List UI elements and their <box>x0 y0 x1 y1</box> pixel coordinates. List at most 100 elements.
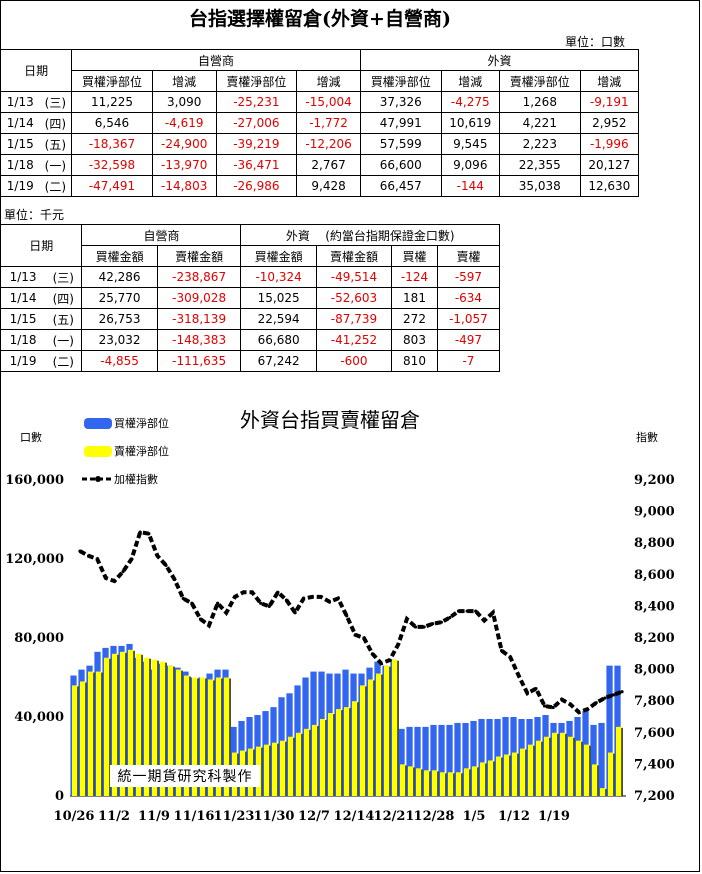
value-cell: -13,970 <box>151 154 217 176</box>
call-net-bar <box>454 722 461 796</box>
put-net-bar <box>264 744 270 796</box>
put-net-bar <box>168 665 174 796</box>
x-tick-label: 12/21 <box>374 809 415 824</box>
index-point <box>181 596 185 601</box>
x-tick-label: 12/14 <box>334 809 375 824</box>
value-cell: -26,986 <box>215 175 298 197</box>
put-net-bar <box>200 677 206 796</box>
put-net-bar <box>480 762 486 796</box>
put-net-bar <box>360 685 366 796</box>
weekday-cell: (五) <box>45 308 83 330</box>
table-row: 1/14 (四) 6,546 -4,619 -27,006 -1,772 47,991 10,… <box>0 112 640 134</box>
value-cell: 42,286 <box>81 266 158 288</box>
value-cell: 66,457 <box>359 175 442 197</box>
put-net-bar <box>472 766 478 796</box>
value-cell: -12,206 <box>296 133 361 155</box>
index-point <box>379 661 383 665</box>
index-point <box>499 649 504 653</box>
table-row: 1/19 (二) -47,491 -14,803 -26,986 9,428 66,457-… <box>0 175 640 197</box>
x-tick-label: 11/16 <box>174 809 215 824</box>
value-cell: -597 <box>436 266 501 288</box>
table-row: 1/15 (五) 26,753 -318,139 22,594 -87,739 272 -1,… <box>0 308 501 330</box>
date-cell: 1/15 <box>0 133 40 155</box>
index-point <box>517 674 521 678</box>
x-tick-label: 12/7 <box>298 809 330 824</box>
put-net-bar <box>320 718 326 796</box>
put-net-bar <box>536 740 542 796</box>
amount-table: 日期 自營商 外資 (約當台指期保證金口數) 買權金額 賣權金額 買權金額 賣權金額買… <box>0 224 501 372</box>
value-cell: -1,996 <box>579 133 640 155</box>
put-net-bar <box>144 657 150 796</box>
call-net-bar <box>446 724 453 796</box>
weekday-cell: (五) <box>39 133 73 155</box>
watermark: 統一期貨研究科製作 <box>118 768 253 785</box>
y-tick-label: 80,000 <box>14 631 64 646</box>
call-net-bar <box>590 724 597 796</box>
column-header: 增減 <box>296 70 361 92</box>
margin-note: (約當台指期保證金口數) <box>325 228 455 243</box>
put-net-bar <box>272 742 278 796</box>
legend-label: 賣權淨部位 <box>114 444 169 458</box>
column-header: 買權淨部位 <box>71 70 153 92</box>
index-point <box>577 710 581 714</box>
put-net-bar <box>440 772 446 796</box>
value-cell: -25,231 <box>215 91 298 113</box>
index-point <box>78 549 82 553</box>
index-point <box>388 658 392 662</box>
put-net-bar <box>560 732 566 796</box>
table-row: 1/18 (一) 23,032 -148,383 66,680 -41,252 803 -49… <box>0 329 501 351</box>
value-cell: 11,225 <box>71 91 153 113</box>
value-cell: -52,603 <box>315 287 393 309</box>
index-point <box>465 609 469 613</box>
put-net-bar <box>488 760 494 796</box>
put-net-bar <box>424 770 430 796</box>
put-net-bar <box>208 679 214 796</box>
y2-tick-label: 8,600 <box>634 568 675 583</box>
call-net-bar <box>430 724 437 796</box>
foreign-group-header: 外資 (約當台指期保證金口數) <box>240 224 500 246</box>
put-net-bar <box>448 772 454 796</box>
right-axis-label: 指數 <box>636 430 658 444</box>
date-cell: 1/18 <box>0 154 40 176</box>
index-point <box>241 590 246 594</box>
value-cell: -238,867 <box>156 266 242 288</box>
value-cell: -600 <box>315 350 393 372</box>
value-cell: -47,491 <box>71 175 153 197</box>
watermark-box <box>110 765 260 787</box>
y-tick-label: 0 <box>55 789 64 804</box>
index-point <box>370 652 375 656</box>
column-header: 買權金額 <box>240 245 317 267</box>
column-header: 賣權 <box>436 245 501 267</box>
value-cell: 1,268 <box>498 91 581 113</box>
call-net-bar <box>598 722 605 796</box>
value-cell: 20,127 <box>579 154 640 176</box>
y2-tick-label: 8,400 <box>634 599 675 614</box>
value-cell: 10,619 <box>440 112 500 134</box>
call-net-bar <box>438 724 445 796</box>
put-net-bar <box>296 732 302 796</box>
column-header: 增減 <box>579 70 640 92</box>
date-cell: 1/13 <box>0 266 46 288</box>
date-cell: 1/15 <box>0 308 46 330</box>
index-point <box>603 696 607 700</box>
put-net-bar <box>464 768 470 796</box>
date-cell: 1/19 <box>0 350 46 372</box>
y2-tick-label: 8,200 <box>634 631 675 646</box>
value-cell: 25,770 <box>81 287 158 309</box>
put-net-bar <box>552 732 558 796</box>
put-net-bar <box>520 748 526 796</box>
y-tick-label: 40,000 <box>14 710 64 725</box>
weekday-cell: (二) <box>39 175 73 197</box>
value-cell: -309,028 <box>156 287 242 309</box>
value-cell: -36,471 <box>215 154 298 176</box>
put-net-bar <box>376 673 382 796</box>
put-net-bar <box>136 653 142 796</box>
index-point <box>620 690 624 694</box>
call-net-bar <box>478 718 485 796</box>
value-cell: 23,032 <box>81 329 158 351</box>
y2-tick-label: 7,600 <box>634 726 675 741</box>
y-tick-label: 160,000 <box>5 473 64 488</box>
foreign-label: 外資 <box>285 228 310 243</box>
value-cell: 2,952 <box>579 112 640 134</box>
